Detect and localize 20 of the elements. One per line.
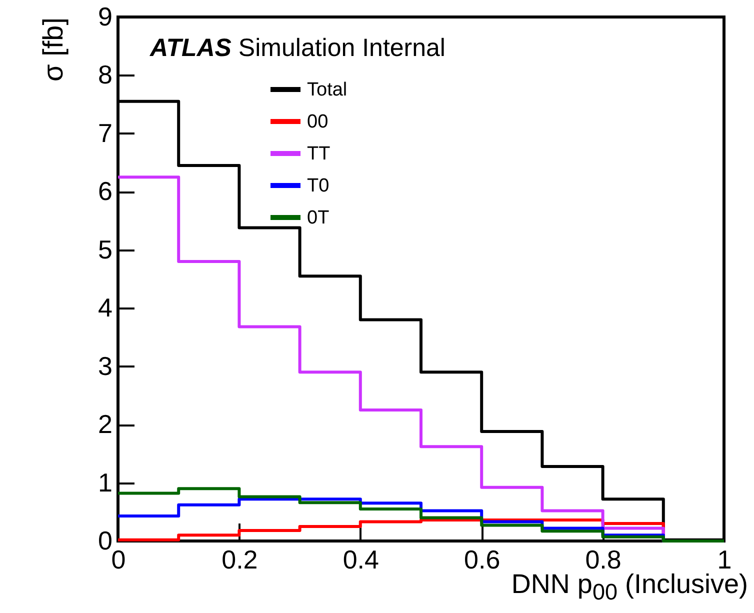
y-axis-title: σ [fb] bbox=[38, 18, 68, 82]
y-tick-label: 6 bbox=[98, 176, 112, 206]
y-tick-label: 7 bbox=[98, 118, 112, 148]
y-tick-label: 9 bbox=[98, 2, 112, 32]
x-tick-label: 0.4 bbox=[342, 544, 379, 574]
y-tick-label: 5 bbox=[98, 234, 112, 264]
legend-label: T0 bbox=[307, 176, 330, 196]
y-tick-label: 3 bbox=[98, 350, 112, 381]
y-tick-label: 8 bbox=[98, 60, 112, 90]
y-tick-label: 0 bbox=[98, 526, 112, 556]
legend-label: 0T bbox=[307, 208, 330, 228]
x-tick-label: 0.2 bbox=[222, 544, 258, 574]
annotation: ATLAS Simulation Internal bbox=[150, 34, 446, 63]
legend-label: 00 bbox=[307, 112, 328, 132]
legend-label: TT bbox=[307, 144, 331, 164]
y-tick-label: 4 bbox=[98, 292, 112, 323]
x-tick-label: 0.6 bbox=[464, 544, 500, 574]
legend-label: Total bbox=[307, 80, 348, 100]
y-tick-label: 2 bbox=[98, 409, 112, 440]
y-tick-label: 1 bbox=[98, 467, 112, 498]
